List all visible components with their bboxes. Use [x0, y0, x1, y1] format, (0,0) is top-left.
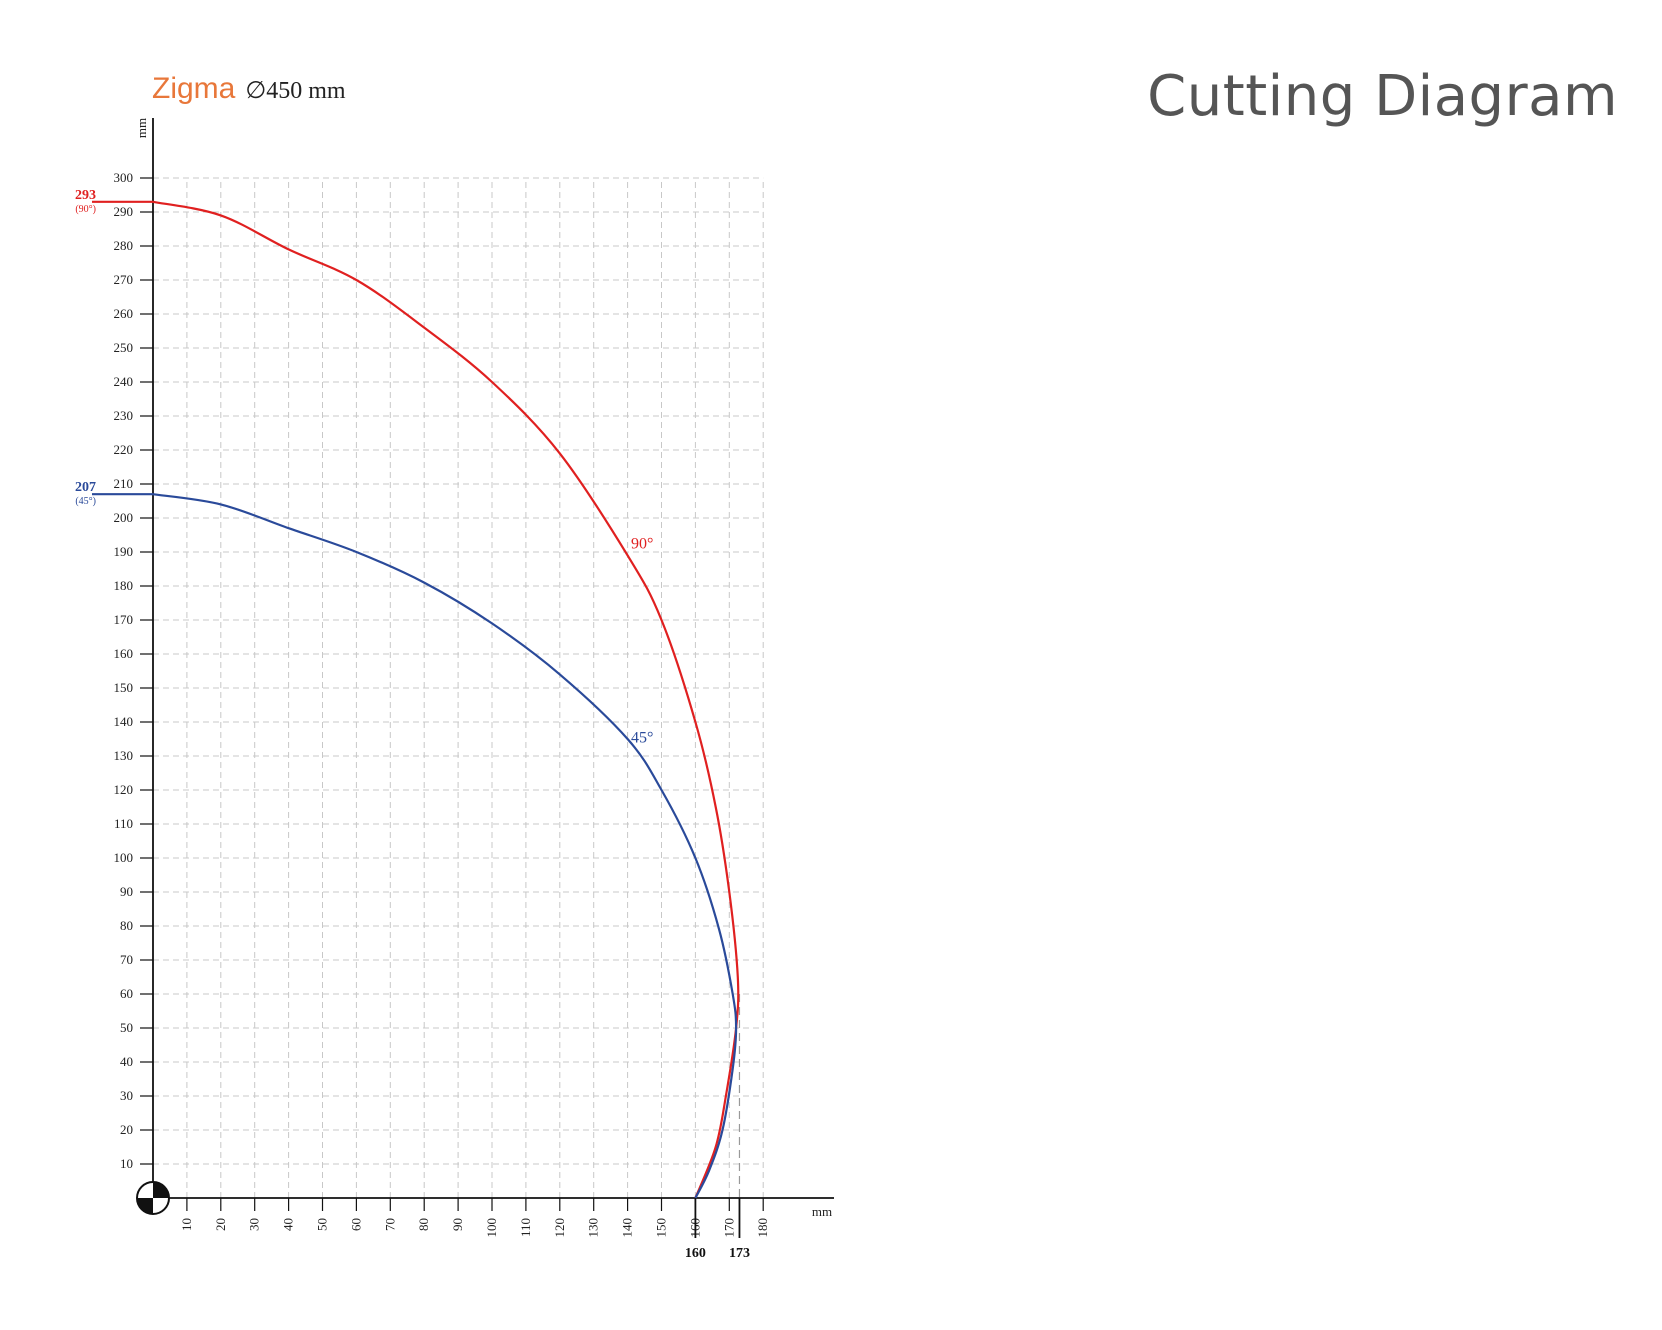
y-callout-angle: (45°): [75, 496, 96, 507]
blade-diameter: ∅450 mm: [245, 78, 346, 104]
y-tick-label: 140: [114, 714, 134, 729]
y-tick-label: 50: [120, 1020, 133, 1035]
brand-header: Zigma ∅450 mm: [152, 72, 346, 106]
y-tick-label: 180: [114, 578, 134, 593]
y-tick-label: 230: [114, 408, 134, 423]
x-tick-label: 150: [654, 1218, 669, 1238]
series-line-45deg: [152, 493, 738, 1199]
x-callout-value: 173: [729, 1246, 750, 1261]
y-tick-label: 10: [120, 1156, 133, 1171]
y-tick-label: 250: [114, 340, 134, 355]
y-callout-value: 293: [75, 188, 96, 203]
y-callout-value: 207: [75, 480, 96, 495]
x-tick-label: 100: [484, 1218, 499, 1238]
x-tick-label: 30: [247, 1218, 262, 1231]
x-tick-label: 170: [721, 1218, 736, 1238]
x-tick-label: 50: [315, 1218, 330, 1231]
x-tick-label: 130: [586, 1218, 601, 1238]
y-tick-label: 300: [114, 170, 134, 185]
y-callout-angle: (90°): [75, 204, 96, 215]
y-tick-label: 80: [120, 918, 133, 933]
y-tick-label: 160: [114, 646, 134, 661]
curve-label: 45°: [631, 729, 653, 746]
y-tick-label: 270: [114, 272, 134, 287]
y-axis-label: mm: [134, 118, 149, 138]
page-title: Cutting Diagram: [1147, 64, 1618, 129]
y-tick-label: 210: [114, 476, 134, 491]
brand-name: Zigma: [152, 72, 236, 105]
origin-quadrant: [137, 1198, 153, 1214]
x-tick-label: 20: [213, 1218, 228, 1231]
y-tick-label: 260: [114, 306, 134, 321]
y-tick-label: 240: [114, 374, 134, 389]
x-callout-value: 160: [685, 1246, 706, 1261]
series-line-90deg: [152, 200, 740, 1199]
y-tick-label: 20: [120, 1122, 133, 1137]
x-tick-label: 110: [518, 1218, 533, 1237]
y-tick-label: 280: [114, 238, 134, 253]
x-tick-label: 90: [450, 1218, 465, 1231]
y-tick-label: 110: [114, 816, 133, 831]
x-axis-label: mm: [812, 1204, 832, 1219]
y-tick-label: 150: [114, 680, 134, 695]
y-tick-label: 100: [114, 850, 134, 865]
y-tick-label: 130: [114, 748, 134, 763]
y-tick-label: 90: [120, 884, 133, 899]
x-tick-label: 180: [755, 1218, 770, 1238]
y-tick-label: 120: [114, 782, 134, 797]
y-tick-label: 70: [120, 952, 133, 967]
x-tick-label: 140: [620, 1218, 635, 1238]
y-tick-label: 30: [120, 1088, 133, 1103]
y-tick-label: 190: [114, 544, 134, 559]
x-tick-label: 70: [382, 1218, 397, 1231]
y-tick-label: 220: [114, 442, 134, 457]
x-tick-label: 60: [348, 1218, 363, 1231]
y-tick-label: 170: [114, 612, 134, 627]
curve-label: 90°: [631, 536, 653, 553]
y-tick-label: 200: [114, 510, 134, 525]
y-tick-label: 290: [114, 204, 134, 219]
x-tick-label: 40: [281, 1218, 296, 1231]
y-tick-label: 60: [120, 986, 133, 1001]
origin-quadrant: [153, 1182, 169, 1198]
y-tick-label: 40: [120, 1054, 133, 1069]
x-tick-label: 120: [552, 1218, 567, 1238]
x-tick-label: 10: [179, 1218, 194, 1231]
x-tick-label: 80: [416, 1218, 431, 1231]
